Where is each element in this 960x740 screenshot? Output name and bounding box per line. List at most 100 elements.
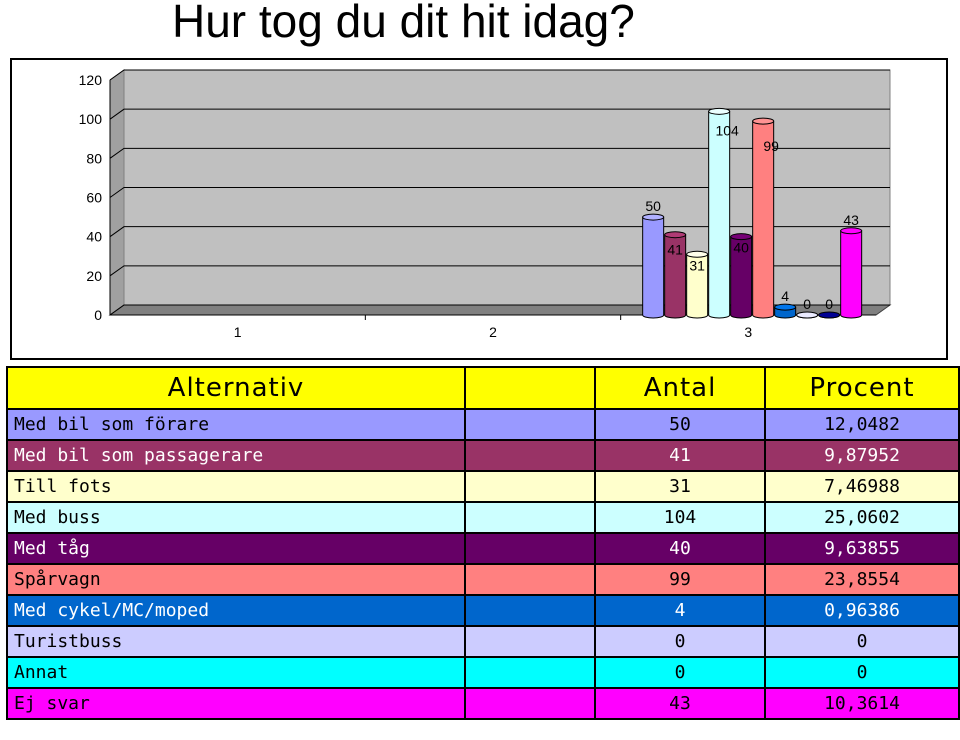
bar <box>818 311 841 319</box>
chart-area: 0 20 40 60 80 100 120 1 2 3 50 41 31 104 40 99 4 0 0 43 <box>10 58 948 360</box>
table-row: Med cykel/MC/moped 4 0,96386 <box>6 594 960 627</box>
row-blank <box>464 625 596 658</box>
bar <box>796 311 819 319</box>
row-antal: 0 <box>594 656 766 689</box>
row-procent: 9,63855 <box>764 532 960 565</box>
row-alternativ: Ej svar <box>6 687 466 720</box>
table-row: Ej svar 43 10,3614 <box>6 687 960 720</box>
header-antal: Antal <box>594 366 766 410</box>
bar-body <box>730 236 753 319</box>
data-label: 4 <box>781 288 789 304</box>
row-procent: 0 <box>764 625 960 658</box>
bar <box>664 231 687 319</box>
row-blank <box>464 501 596 534</box>
data-label: 41 <box>667 242 683 258</box>
row-antal: 0 <box>594 625 766 658</box>
x-tick-label: 3 <box>744 324 752 340</box>
table-row: Med buss 104 25,0602 <box>6 501 960 534</box>
row-blank <box>464 594 596 627</box>
grid-line <box>109 108 890 120</box>
header-alternativ: Alternativ <box>6 366 466 410</box>
row-blank <box>464 656 596 689</box>
bar-body <box>752 120 775 319</box>
row-blank <box>464 470 596 503</box>
bar-top <box>730 233 753 241</box>
bar-body <box>708 110 731 319</box>
bar-top <box>840 227 863 235</box>
grid-line <box>109 226 890 238</box>
y-tick-label: 40 <box>86 229 102 245</box>
row-alternativ: Med bil som passagerare <box>6 439 466 472</box>
table-row: Till fots 31 7,46988 <box>6 470 960 503</box>
row-blank <box>464 408 596 441</box>
page-title: Hur tog du dit hit idag? <box>172 0 635 47</box>
x-tick-label: 1 <box>234 324 242 340</box>
grid-line <box>109 187 890 198</box>
bar <box>708 107 731 319</box>
row-antal: 104 <box>594 501 766 534</box>
row-antal: 40 <box>594 532 766 565</box>
row-procent: 0 <box>764 656 960 689</box>
bar-top <box>752 117 775 125</box>
y-tick-label: 100 <box>79 111 103 127</box>
bar-body <box>642 216 665 319</box>
data-label: 104 <box>715 122 739 138</box>
bar <box>686 250 709 319</box>
x-tick-label: 2 <box>489 324 497 340</box>
table-header-row: Alternativ Antal Procent <box>6 366 960 410</box>
bar <box>642 213 665 319</box>
row-antal: 41 <box>594 439 766 472</box>
bar-body <box>686 253 709 319</box>
table-row: Med tåg 40 9,63855 <box>6 532 960 565</box>
data-label: 31 <box>689 257 705 273</box>
y-tick-label: 60 <box>86 190 102 206</box>
bar-top <box>642 213 665 221</box>
table-row: Annat 0 0 <box>6 656 960 689</box>
bar <box>752 117 775 319</box>
table-row: Turistbuss 0 0 <box>6 625 960 658</box>
row-antal: 43 <box>594 687 766 720</box>
data-label: 43 <box>843 212 859 228</box>
row-alternativ: Med tåg <box>6 532 466 565</box>
grid-line <box>109 147 890 159</box>
row-alternativ: Med cykel/MC/moped <box>6 594 466 627</box>
bar-top <box>686 250 709 258</box>
row-procent: 25,0602 <box>764 501 960 534</box>
data-table: Alternativ Antal Procent Med bil som för… <box>6 366 960 720</box>
row-alternativ: Till fots <box>6 470 466 503</box>
data-label: 0 <box>803 296 811 312</box>
row-blank <box>464 532 596 565</box>
row-alternativ: Annat <box>6 656 466 689</box>
header-procent: Procent <box>764 366 960 410</box>
bar-top <box>708 107 731 115</box>
row-procent: 10,3614 <box>764 687 960 720</box>
row-blank <box>464 563 596 596</box>
row-procent: 0,96386 <box>764 594 960 627</box>
bar-top <box>664 231 687 239</box>
row-procent: 9,87952 <box>764 439 960 472</box>
table-row: Med bil som passagerare 41 9,87952 <box>6 439 960 472</box>
bar <box>730 233 753 319</box>
grid-line <box>109 69 890 81</box>
row-blank <box>464 687 596 720</box>
bar-top <box>774 303 797 311</box>
bar-top <box>818 311 841 319</box>
bar <box>774 303 797 319</box>
bar-top <box>796 311 819 319</box>
bar <box>840 227 863 319</box>
row-alternativ: Turistbuss <box>6 625 466 658</box>
y-tick-label: 20 <box>86 268 102 284</box>
grid-line <box>109 304 890 316</box>
row-antal: 50 <box>594 408 766 441</box>
row-antal: 4 <box>594 594 766 627</box>
bar-body <box>664 234 687 319</box>
bar-body <box>840 230 863 319</box>
row-blank <box>464 439 596 472</box>
row-procent: 23,8554 <box>764 563 960 596</box>
data-label: 0 <box>825 296 833 312</box>
row-antal: 99 <box>594 563 766 596</box>
row-alternativ: Spårvagn <box>6 563 466 596</box>
y-tick-label: 80 <box>86 150 102 166</box>
grid-line <box>109 265 890 277</box>
